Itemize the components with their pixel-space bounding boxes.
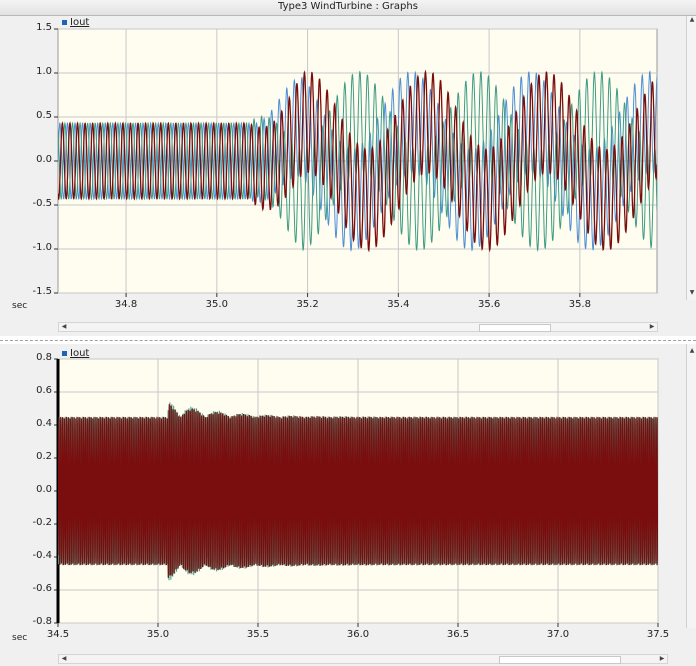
series-line-3 (58, 69, 657, 253)
bottom-chart[interactable] (0, 344, 696, 666)
y-tick-label: -0.4 (32, 550, 52, 561)
x-tick-label: 34.5 (46, 629, 70, 640)
x-tick-label: 36.0 (346, 629, 370, 640)
y-tick-label: 0.0 (36, 484, 52, 495)
top-horizontal-scrollbar[interactable]: ◀ ▶ (58, 322, 658, 332)
y-tick-label: 0.2 (36, 451, 52, 462)
window-title: Type3 WindTurbine : Graphs (278, 1, 418, 12)
bottom-vertical-scrollbar[interactable]: ▲ (686, 344, 696, 628)
y-tick-label: 0.5 (36, 110, 52, 121)
bottom-legend: Iout (62, 348, 89, 359)
window-titlebar: Type3 WindTurbine : Graphs (0, 0, 696, 16)
x-unit-label: sec (12, 301, 28, 311)
y-tick-label: -1.0 (32, 242, 52, 253)
scroll-thumb[interactable] (499, 656, 621, 664)
x-unit-label: sec (12, 633, 28, 643)
scroll-left-arrow-icon[interactable]: ◀ (61, 323, 67, 330)
y-tick-label: 1.0 (36, 66, 52, 77)
series-line-2 (58, 404, 658, 578)
y-tick-label: -0.8 (32, 616, 52, 627)
y-tick-label: -0.6 (32, 583, 52, 594)
scroll-up-arrow-icon[interactable]: ▲ (689, 347, 695, 354)
scroll-right-arrow-icon[interactable]: ▶ (659, 655, 665, 662)
pane-separator[interactable] (0, 340, 696, 341)
x-tick-label: 36.5 (446, 629, 470, 640)
y-tick-label: 0.0 (36, 154, 52, 165)
x-tick-label: 35.6 (477, 299, 501, 310)
x-tick-label: 35.4 (387, 299, 410, 310)
scroll-down-arrow-icon[interactable]: ▼ (689, 289, 695, 296)
top-vertical-scrollbar[interactable]: ▲ ▼ (686, 16, 696, 300)
legend-label: Iout (70, 348, 90, 359)
scroll-up-arrow-icon[interactable]: ▲ (689, 16, 695, 23)
x-tick-label: 34.8 (114, 299, 138, 310)
scroll-left-arrow-icon[interactable]: ◀ (61, 655, 67, 662)
x-tick-label: 35.5 (246, 629, 270, 640)
x-tick-label: 37.5 (646, 629, 670, 640)
y-tick-label: -0.5 (32, 198, 52, 209)
y-tick-label: -1.5 (32, 286, 52, 297)
x-tick-label: 35.8 (568, 299, 591, 310)
y-tick-label: 0.8 (36, 352, 52, 363)
top-graph-pane: Iout sec ▲ ▼ ◀ ▶ 1.5 1.0 0.5 0.0 -0.5 -1.0 -1.… (0, 16, 696, 336)
x-tick-label: 35.0 (205, 299, 228, 310)
top-chart[interactable] (0, 16, 696, 336)
y-tick-label: 0.6 (36, 385, 52, 396)
x-tick-label: 35.2 (296, 299, 319, 310)
bottom-graph-pane: Iout sec ▲ ◀ ▶ 0.8 0.6 0.4 0.2 0.0 -0.2 -0.4 -0… (0, 344, 696, 666)
scroll-right-arrow-icon[interactable]: ▶ (649, 323, 655, 330)
scroll-thumb[interactable] (479, 324, 551, 332)
x-tick-label: 35.0 (146, 629, 170, 640)
legend-swatch (62, 351, 67, 356)
legend-label: Iout (70, 17, 90, 28)
y-tick-label: 0.4 (36, 418, 52, 429)
y-tick-label: -0.2 (32, 517, 52, 528)
bottom-horizontal-scrollbar[interactable]: ◀ ▶ (58, 654, 668, 664)
legend-swatch (62, 20, 67, 25)
x-tick-label: 37.0 (546, 629, 570, 640)
top-legend: Iout (62, 17, 89, 28)
y-tick-label: 1.5 (36, 22, 52, 33)
